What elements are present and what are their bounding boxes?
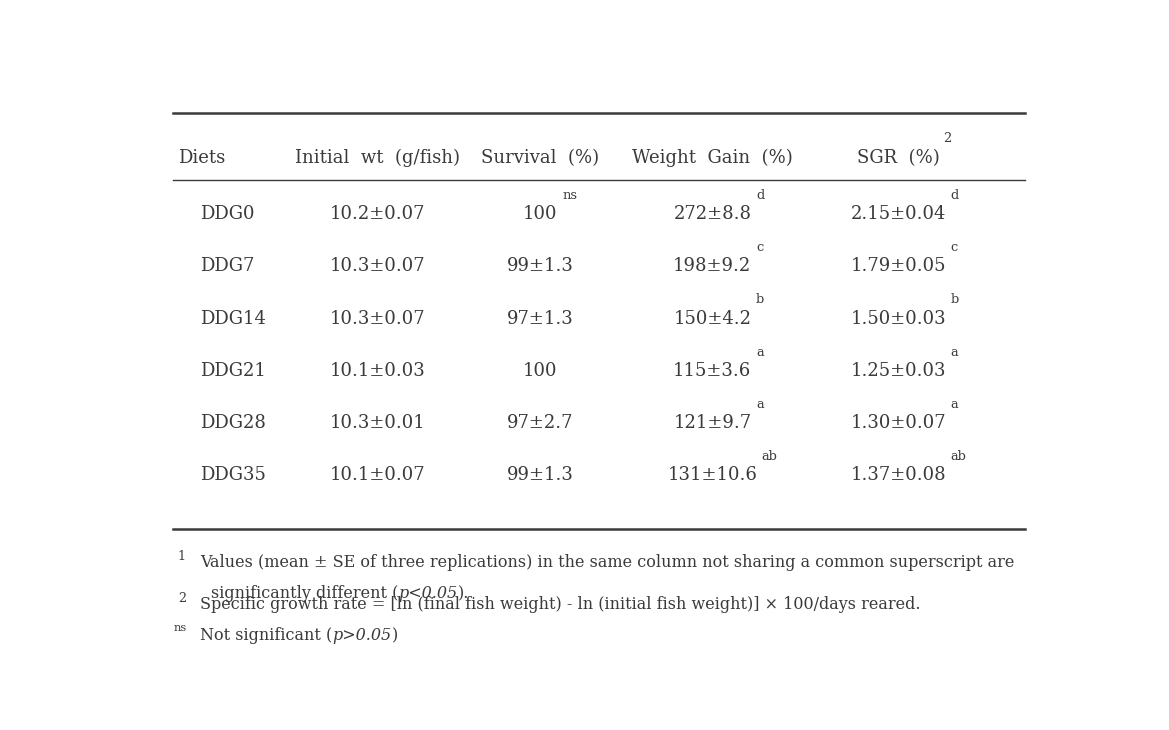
Text: DDG14: DDG14 [201,310,267,328]
Text: c: c [950,241,957,254]
Text: 1.37±0.08: 1.37±0.08 [850,466,946,485]
Text: significantly different (: significantly different ( [212,585,399,602]
Text: 97±2.7: 97±2.7 [507,414,574,432]
Text: 1: 1 [178,550,186,563]
Text: 10.3±0.07: 10.3±0.07 [330,258,426,275]
Text: 2.15±0.04: 2.15±0.04 [850,205,946,223]
Text: a: a [756,398,763,411]
Text: ns: ns [173,623,187,633]
Text: significantly different (: significantly different ( [212,585,399,602]
Text: Values (mean ± SE of three replications) in the same column not sharing a common: Values (mean ± SE of three replications)… [201,554,1015,571]
Text: Diets: Diets [178,149,226,167]
Text: d: d [950,189,959,201]
Text: ab: ab [762,450,777,463]
Text: Initial  wt  (g/fish): Initial wt (g/fish) [295,149,459,167]
Text: DDG21: DDG21 [201,362,267,380]
Text: a: a [756,345,763,358]
Text: ab: ab [950,450,967,463]
Text: a: a [950,398,959,411]
Text: SGR  (%): SGR (%) [857,149,940,167]
Text: ).: ). [458,585,469,602]
Text: 10.1±0.03: 10.1±0.03 [330,362,426,380]
Text: 198±9.2: 198±9.2 [673,258,752,275]
Text: 1.25±0.03: 1.25±0.03 [850,362,946,380]
Text: 272±8.8: 272±8.8 [673,205,752,223]
Text: 1.30±0.07: 1.30±0.07 [850,414,946,432]
Text: 100: 100 [523,362,558,380]
Text: Specific growth rate = [ln (final fish weight) - ln (initial fish weight)] × 100: Specific growth rate = [ln (final fish w… [201,596,921,613]
Text: 10.3±0.07: 10.3±0.07 [330,310,426,328]
Text: p>0.05: p>0.05 [333,627,392,644]
Text: b: b [756,293,765,307]
Text: 121±9.7: 121±9.7 [673,414,752,432]
Text: DDG35: DDG35 [201,466,267,485]
Text: 150±4.2: 150±4.2 [673,310,752,328]
Text: a: a [950,345,957,358]
Text: 10.2±0.07: 10.2±0.07 [330,205,424,223]
Text: 2: 2 [178,592,186,604]
Text: Survival  (%): Survival (%) [482,149,600,167]
Text: Not significant (: Not significant ( [201,627,333,644]
Text: c: c [756,241,763,254]
Text: 1.50±0.03: 1.50±0.03 [850,310,946,328]
Text: 131±10.6: 131±10.6 [667,466,758,485]
Text: 99±1.3: 99±1.3 [507,466,574,485]
Text: ns: ns [562,189,577,201]
Text: 97±1.3: 97±1.3 [507,310,574,328]
Text: p<0.05: p<0.05 [399,585,458,602]
Text: DDG0: DDG0 [201,205,255,223]
Text: d: d [756,189,765,201]
Text: 2: 2 [943,133,952,145]
Text: 115±3.6: 115±3.6 [673,362,752,380]
Text: b: b [950,293,959,307]
Text: 10.1±0.07: 10.1±0.07 [330,466,426,485]
Text: 1.79±0.05: 1.79±0.05 [850,258,946,275]
Text: Weight  Gain  (%): Weight Gain (%) [632,149,793,167]
Text: 99±1.3: 99±1.3 [507,258,574,275]
Text: DDG7: DDG7 [201,258,255,275]
Text: p<0.05: p<0.05 [399,585,458,602]
Text: p>0.05: p>0.05 [333,627,392,644]
Text: Not significant (: Not significant ( [201,627,333,644]
Text: 10.3±0.01: 10.3±0.01 [330,414,426,432]
Text: DDG28: DDG28 [201,414,267,432]
Text: 100: 100 [523,205,558,223]
Text: ): ) [392,627,399,644]
